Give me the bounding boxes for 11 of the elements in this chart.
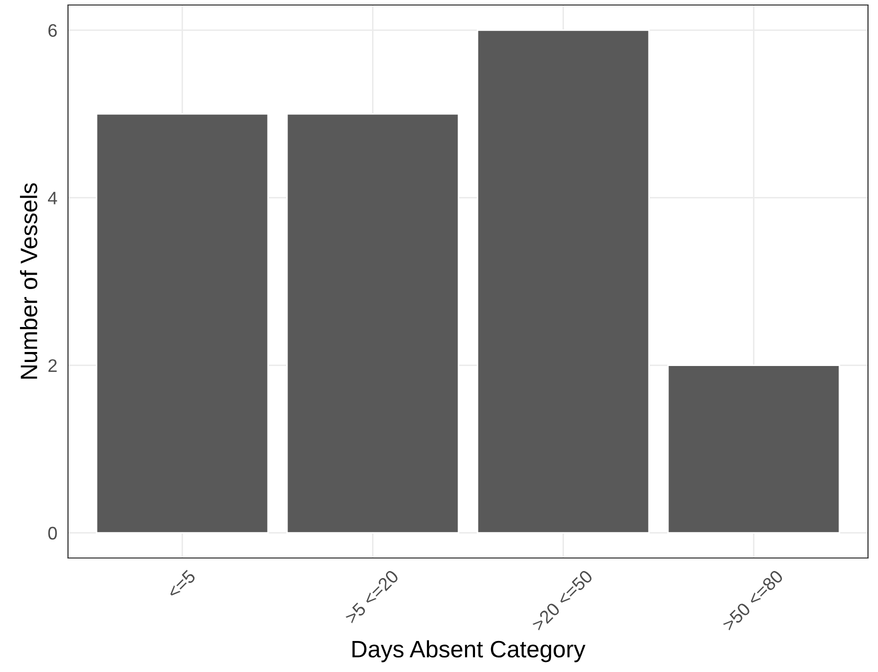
y-axis-title: Number of Vessels <box>20 183 38 379</box>
bar <box>96 113 269 534</box>
bar <box>476 29 650 534</box>
x-tick-label: <=5 <box>166 569 196 600</box>
bar <box>286 113 460 534</box>
y-tick-label: 0 <box>48 526 57 540</box>
x-axis-title: Days Absent Category <box>352 640 586 662</box>
y-tick-label: 4 <box>48 192 58 204</box>
bar <box>667 364 840 534</box>
y-tick-label: 6 <box>48 24 57 37</box>
y-tick-label: 2 <box>48 359 57 372</box>
